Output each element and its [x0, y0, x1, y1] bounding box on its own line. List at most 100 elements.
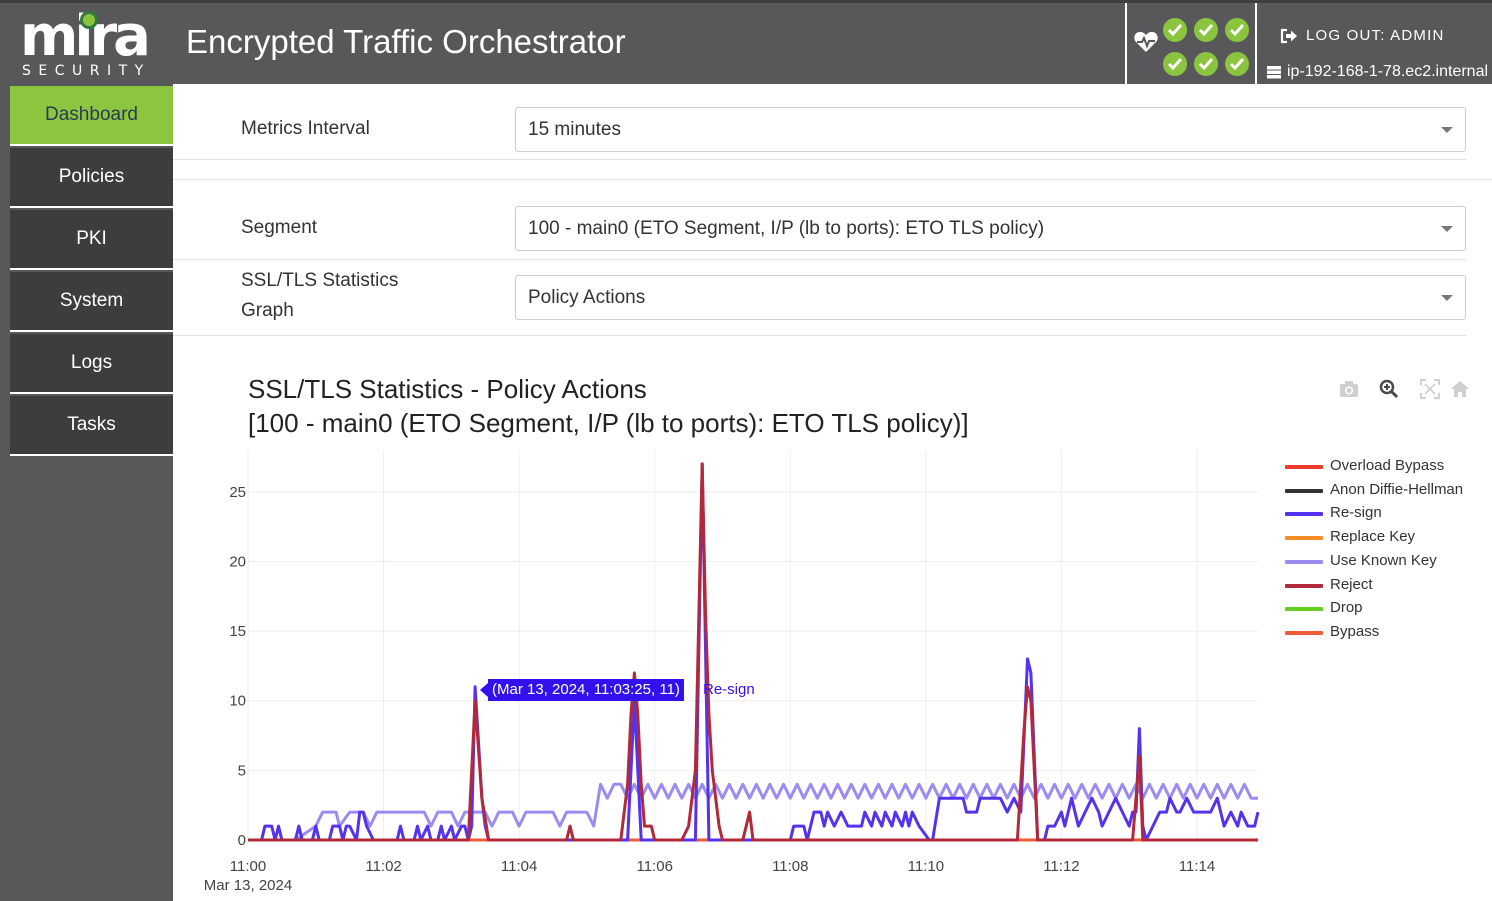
divider — [173, 159, 1466, 160]
y-tick-label: 15 — [229, 623, 246, 640]
mira-security-logo[interactable]: mira SECURITY — [20, 9, 160, 81]
legend-item-use-known-key[interactable]: Use Known Key — [1285, 551, 1490, 573]
home-icon[interactable] — [1449, 378, 1471, 400]
x-tick-label: 11:08 — [772, 858, 808, 875]
y-tick-label: 0 — [238, 832, 246, 849]
y-tick-label: 25 — [229, 484, 246, 501]
caret-down-icon — [1441, 295, 1453, 301]
legend-item-reject[interactable]: Reject — [1285, 575, 1490, 597]
legend-swatch — [1285, 584, 1323, 588]
sidebar-item-label: System — [59, 290, 124, 311]
camera-icon[interactable] — [1338, 378, 1360, 400]
legend-item-replace-key[interactable]: Replace Key — [1285, 527, 1490, 549]
x-tick-label: 11:04 — [501, 858, 537, 875]
divider — [173, 259, 1466, 260]
legend-item-re-sign[interactable]: Re-sign — [1285, 503, 1490, 525]
legend-swatch — [1285, 607, 1323, 611]
graph-label-line1: SSL/TLS Statistics — [241, 270, 399, 291]
x-tick-label: 11:10 — [908, 858, 944, 875]
heartbeat-icon — [1134, 31, 1158, 52]
x-tick-label: 11:00 — [230, 858, 266, 875]
hostname-display: ip-192-168-1-78.ec2.internal — [1267, 63, 1488, 81]
logo-eye-dot — [80, 11, 98, 29]
legend-label: Use Known Key — [1330, 552, 1437, 569]
zoom-icon[interactable] — [1378, 378, 1400, 400]
system-status-panel[interactable] — [1125, 3, 1257, 87]
logout-label: LOG OUT: ADMIN — [1306, 27, 1445, 44]
chart-modebar — [1338, 378, 1473, 400]
status-ok-icon — [1194, 52, 1218, 76]
status-ok-icon — [1225, 52, 1249, 76]
legend-label: Drop — [1330, 599, 1363, 616]
divider — [173, 335, 1466, 336]
legend-item-anon-diffie-hellman[interactable]: Anon Diffie-Hellman — [1285, 480, 1490, 502]
legend-item-bypass[interactable]: Bypass — [1285, 622, 1490, 644]
chart-title-line1: SSL/TLS Statistics - Policy Actions — [248, 374, 647, 404]
segment-value: 100 - main0 (ETO Segment, I/P (lb to por… — [528, 218, 1045, 239]
metrics-interval-value: 15 minutes — [528, 119, 621, 140]
sidebar-item-policies[interactable]: Policies — [10, 148, 173, 208]
metrics-interval-row: Metrics Interval 15 minutes — [173, 104, 1492, 160]
sidebar-item-dashboard[interactable]: Dashboard — [10, 86, 173, 146]
sidebar: Dashboard Policies PKI System Logs Tasks — [0, 84, 173, 901]
graph-type-value: Policy Actions — [528, 287, 646, 308]
y-tick-label: 20 — [229, 553, 246, 570]
policy-actions-chart[interactable]: 0 5 10 15 20 25 11:00 11:02 11:04 11:06 11:08 11:10… — [190, 440, 1270, 901]
caret-down-icon — [1441, 226, 1453, 232]
sidebar-item-pki[interactable]: PKI — [10, 210, 173, 270]
legend-swatch — [1285, 465, 1323, 469]
status-ok-icon — [1163, 18, 1187, 42]
legend-label: Anon Diffie-Hellman — [1330, 481, 1464, 498]
sidebar-item-label: Logs — [70, 352, 113, 373]
series-line-reject — [248, 462, 1258, 842]
series-line-re-sign — [248, 462, 1260, 842]
legend-label: Bypass — [1330, 623, 1380, 640]
legend-label: Replace Key — [1330, 528, 1416, 545]
legend-item-overload-bypass[interactable]: Overload Bypass — [1285, 456, 1490, 478]
chart-title: SSL/TLS Statistics - Policy Actions [100… — [248, 372, 969, 440]
sidebar-item-tasks[interactable]: Tasks — [10, 396, 173, 456]
legend-swatch — [1285, 631, 1323, 635]
legend-swatch — [1285, 560, 1323, 564]
tooltip-arrow — [480, 683, 488, 697]
legend-swatch — [1285, 512, 1323, 516]
legend-label: Re-sign — [1330, 504, 1382, 521]
caret-down-icon — [1441, 127, 1453, 133]
sidebar-item-logs[interactable]: Logs — [10, 334, 173, 394]
x-tick-label: 11:12 — [1043, 858, 1079, 875]
x-tick-label: 11:02 — [365, 858, 401, 875]
graph-row: SSL/TLS Statistics Graph Policy Actions — [173, 266, 1492, 336]
segment-select[interactable]: 100 - main0 (ETO Segment, I/P (lb to por… — [515, 206, 1466, 251]
sidebar-item-label: Policies — [58, 166, 125, 187]
hostname-label: ip-192-168-1-78.ec2.internal — [1287, 63, 1489, 80]
x-tick-label: 11:06 — [636, 858, 672, 875]
sidebar-item-system[interactable]: System — [10, 272, 173, 332]
legend-swatch — [1285, 536, 1323, 540]
status-ok-icon — [1163, 52, 1187, 76]
server-icon — [1267, 66, 1281, 79]
hover-tooltip: (Mar 13, 2024, 11:03:25, 11) — [488, 679, 684, 701]
status-ok-icon — [1225, 18, 1249, 42]
sidebar-item-label: Tasks — [67, 414, 116, 435]
autoscale-icon[interactable] — [1419, 378, 1441, 400]
graph-type-select[interactable]: Policy Actions — [515, 275, 1466, 320]
legend-label: Overload Bypass — [1330, 457, 1445, 474]
section-divider — [173, 179, 1492, 180]
segment-row: Segment 100 - main0 (ETO Segment, I/P (l… — [173, 203, 1492, 259]
legend-item-drop[interactable]: Drop — [1285, 598, 1490, 620]
logout-button[interactable]: LOG OUT: ADMIN — [1280, 27, 1445, 44]
sidebar-item-label: Dashboard — [45, 104, 138, 125]
graph-label-line2: Graph — [241, 300, 294, 321]
app-header: mira SECURITY Encrypted Traffic Orchestr… — [0, 0, 1492, 87]
x-date-label: Mar 13, 2024 — [204, 877, 292, 894]
chart-title-line2: [100 - main0 (ETO Segment, I/P (lb to po… — [248, 408, 969, 438]
segment-label: Segment — [241, 217, 318, 238]
x-tick-label: 11:14 — [1179, 858, 1215, 875]
logo-subtitle: SECURITY — [22, 63, 151, 79]
metrics-interval-select[interactable]: 15 minutes — [515, 107, 1466, 152]
series-line-use-known-key — [248, 782, 1258, 842]
hover-tooltip-series: Re-sign — [703, 681, 755, 698]
graph-label: SSL/TLS Statistics Graph — [241, 266, 398, 326]
legend-label: Reject — [1330, 576, 1373, 593]
metrics-interval-label: Metrics Interval — [241, 118, 370, 139]
